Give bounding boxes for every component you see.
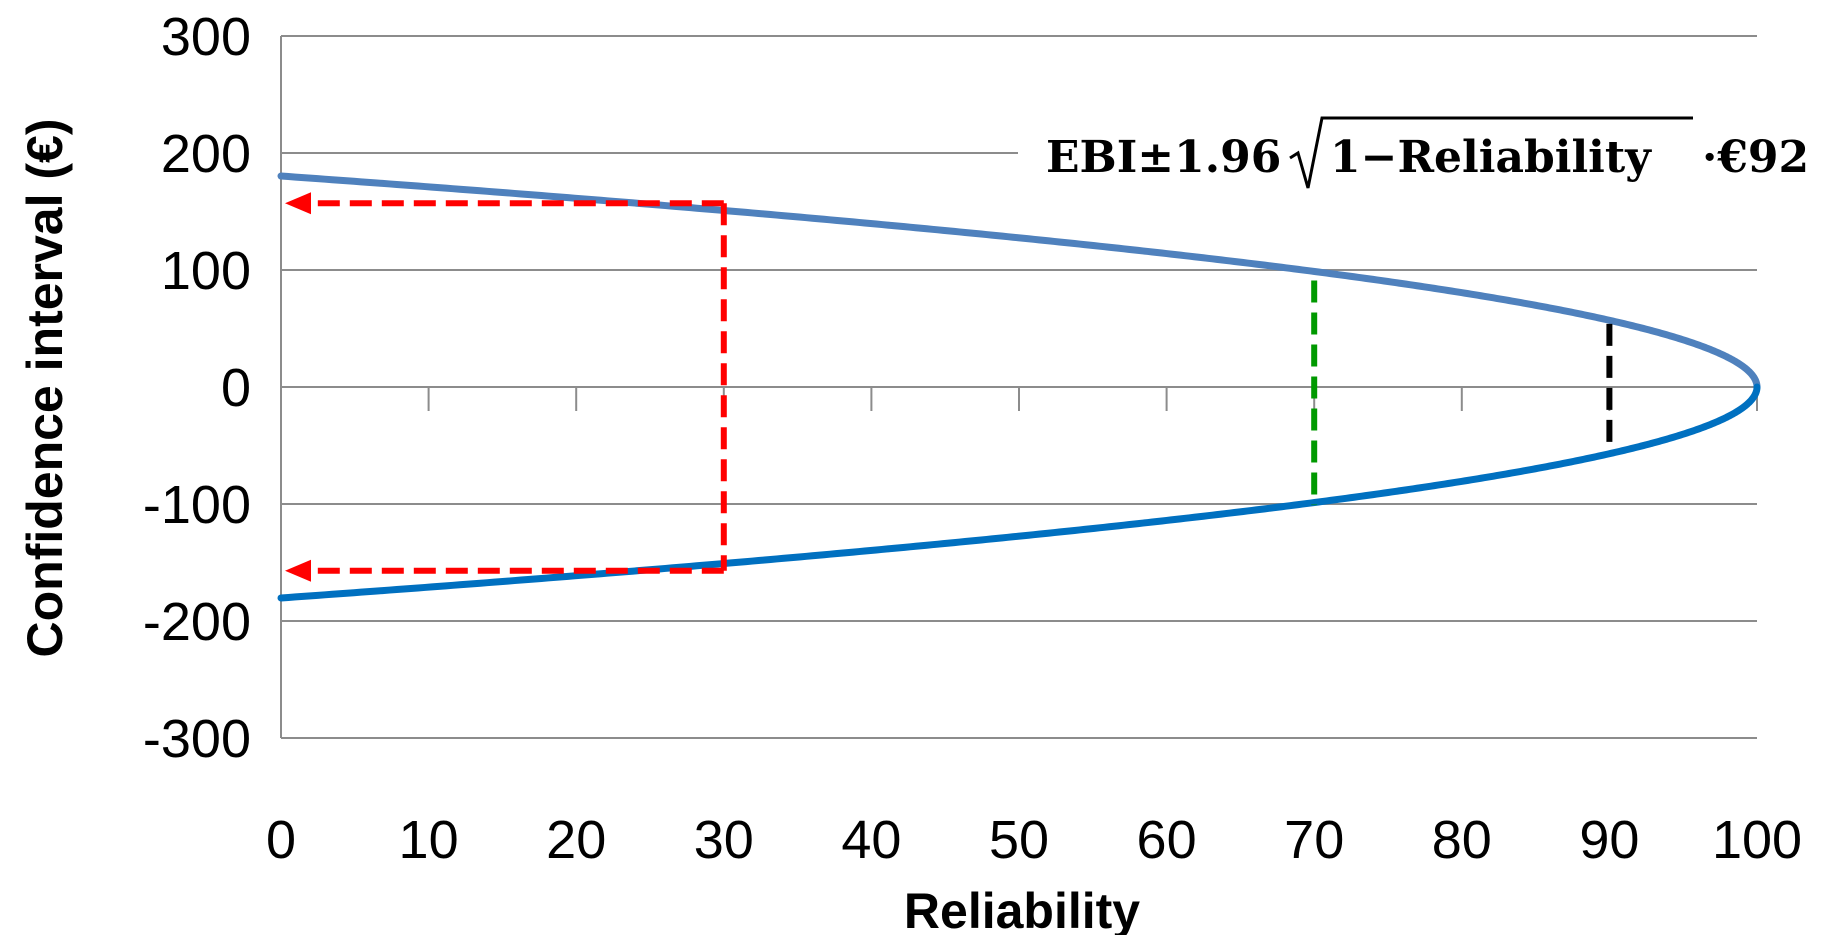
y-tick-label: -300: [143, 709, 251, 769]
y-axis-title: Confidence interval (€): [17, 119, 73, 658]
reliability-markers: [285, 192, 1613, 582]
x-tick-labels: 0 10 20 30 40 50 60 70 80 90 100: [266, 810, 1802, 870]
y-tick-label: 300: [161, 7, 251, 67]
grid-lines: [281, 35, 1757, 739]
x-tick-label: 0: [266, 810, 296, 870]
axes: [280, 36, 1758, 738]
x-tick-label: 10: [399, 810, 459, 870]
x-tick-label: 40: [841, 810, 901, 870]
x-tick-label: 20: [546, 810, 606, 870]
formula-background: [1018, 122, 1826, 196]
arrowhead-left-icon: [285, 559, 311, 582]
y-tick-label: 0: [221, 358, 251, 418]
x-tick-label: 50: [989, 810, 1049, 870]
x-axis-title: Reliability: [904, 883, 1140, 935]
x-tick-label: 80: [1432, 810, 1492, 870]
x-tick-label: 90: [1579, 810, 1639, 870]
arrowhead-left-icon: [285, 192, 311, 215]
formula-annotation: EBI±1.96 1−Reliability ·€92: [1018, 116, 1826, 196]
y-tick-label: -200: [143, 592, 251, 652]
x-tick-label: 70: [1284, 810, 1344, 870]
y-tick-labels: 300 200 100 0 -100 -200 -300: [143, 7, 251, 769]
x-tick-label: 30: [694, 810, 754, 870]
y-tick-label: 200: [161, 124, 251, 184]
y-tick-label: 100: [161, 241, 251, 301]
y-tick-label: -100: [143, 475, 251, 535]
formula-radicand: 1−Reliability: [1330, 132, 1652, 183]
formula-prefix: EBI±1.96: [1046, 132, 1281, 183]
lower-bound-line: [277, 383, 1761, 602]
formula-suffix: ·€92: [1702, 132, 1809, 183]
curves: [277, 172, 1761, 602]
square-root-sign-icon: [1289, 116, 1693, 189]
x-tick-label: 60: [1137, 810, 1197, 870]
x-tick-label: 100: [1712, 810, 1802, 870]
upper-bound-line: [277, 172, 1761, 391]
